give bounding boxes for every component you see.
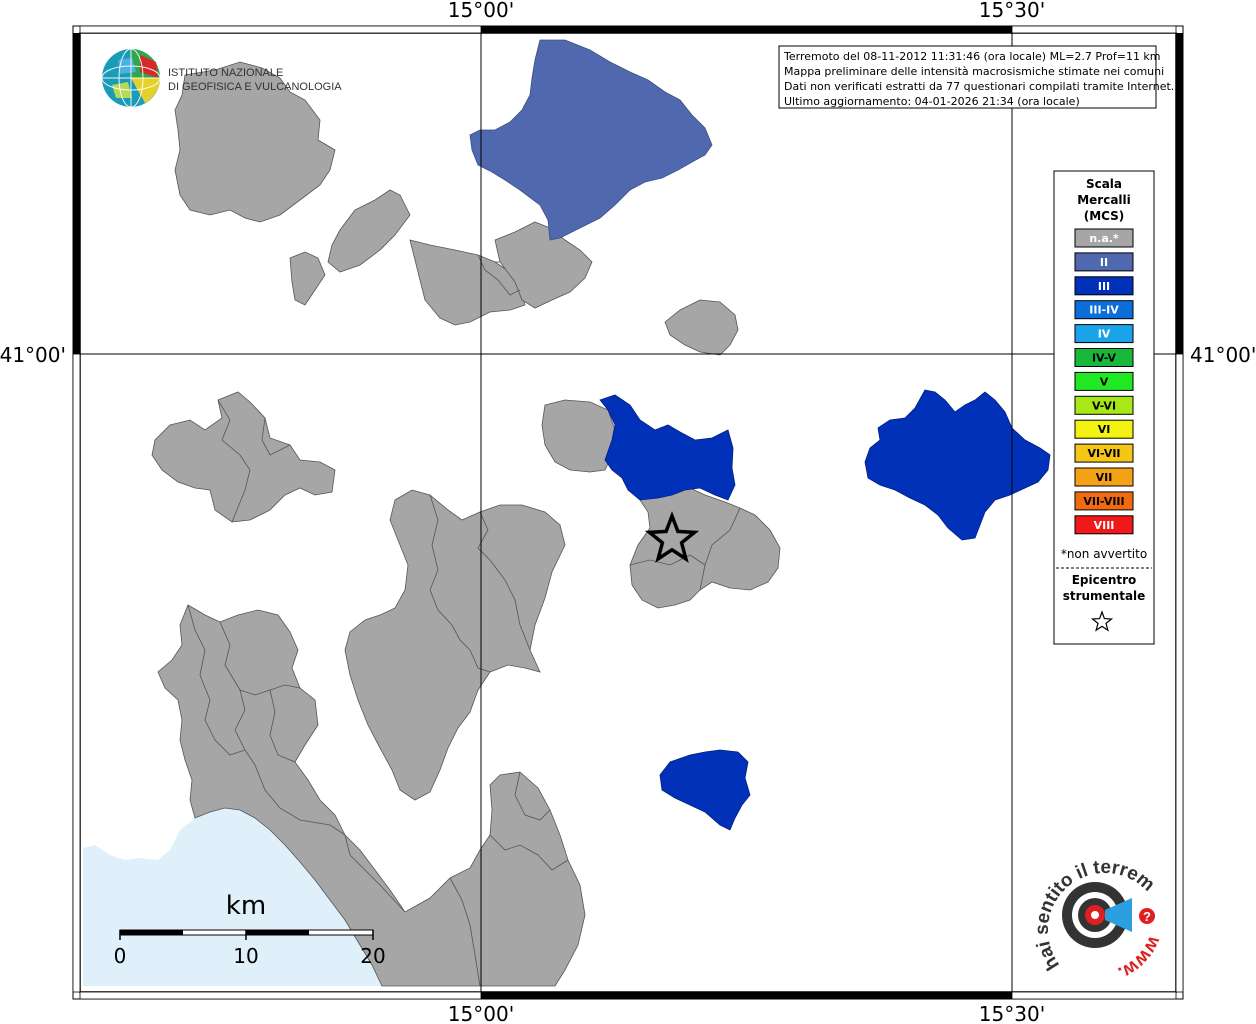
legend-items: n.a.*IIIIIIII-IVIVIV-VVV-VIVIVI-VIIVIIVI…	[1074, 228, 1134, 535]
municipality-intensity-iii	[599, 394, 736, 501]
legend-label: VI-VII	[1087, 447, 1120, 460]
municipality-borders	[187, 254, 741, 987]
legend-label: VI	[1098, 423, 1111, 436]
municipality-na	[174, 61, 336, 223]
legend-swatch	[1074, 348, 1134, 367]
legend-swatch	[1074, 443, 1134, 463]
municipality-na	[494, 221, 593, 309]
event-info-line4: Ultimo aggiornamento: 04-01-2026 21:34 (…	[784, 95, 1080, 108]
ingv-name-line2: DI GEOFISICA E VULCANOLOGIA	[168, 81, 342, 93]
event-info-line2: Mappa preliminare delle intensità macros…	[784, 65, 1164, 78]
legend-label: IV	[1098, 328, 1111, 341]
municipality-na	[327, 189, 411, 273]
legend-label: VII-VIII	[1083, 495, 1124, 508]
legend-label: III	[1098, 280, 1110, 293]
legend-label: VIII	[1094, 519, 1115, 532]
legend-label: IV-V	[1092, 352, 1117, 365]
scale-bar: km 0 10 20	[114, 891, 386, 968]
legend-swatch	[1074, 252, 1134, 272]
legend-title-line2: Mercalli	[1077, 193, 1131, 207]
graticule	[80, 33, 1176, 992]
municipality-na	[289, 251, 326, 306]
lon-label-bottom-left: 15°00'	[448, 1002, 514, 1024]
municipality-na	[344, 489, 566, 801]
legend-epicenter-line2: strumentale	[1063, 589, 1146, 603]
municipality-intensity-ii	[469, 39, 713, 241]
legend-swatch	[1074, 467, 1134, 487]
legend-swatch	[1074, 324, 1134, 344]
scale-tick-0: 0	[114, 944, 127, 968]
map-frame	[72, 25, 1184, 1000]
target-icon	[1062, 882, 1132, 948]
legend-label: III-IV	[1089, 304, 1119, 317]
legend-swatch	[1074, 300, 1134, 320]
sea-area	[83, 808, 382, 986]
municipality-na	[664, 299, 739, 356]
legend-swatch	[1074, 395, 1134, 415]
scale-tick-20: 20	[360, 944, 385, 968]
ingv-globe-icon	[101, 48, 161, 108]
lon-label-top-left: 15°00'	[448, 0, 514, 22]
municipality-na	[151, 391, 336, 523]
legend-title-line1: Scala	[1086, 177, 1122, 191]
lat-label-right: 41°00'	[1190, 343, 1256, 367]
event-info-line3: Dati non verificati estratti da 77 quest…	[784, 80, 1174, 93]
scale-unit: km	[226, 891, 266, 921]
legend-epicenter-line1: Epicentro	[1072, 573, 1137, 587]
municipality-na	[157, 604, 586, 987]
legend-title-line3: (MCS)	[1084, 209, 1125, 223]
municipality-na	[541, 399, 616, 473]
legend-swatch	[1074, 228, 1134, 248]
mcs-legend: Scala Mercalli (MCS) n.a.*IIIIIIII-IVIVI…	[1053, 170, 1155, 645]
haisentito-www: www.	[1115, 932, 1165, 984]
legend-swatch	[1074, 419, 1134, 439]
legend-star-icon	[1090, 610, 1114, 632]
legend-swatch	[1074, 276, 1134, 296]
municipality-na	[409, 239, 526, 326]
ingv-logo: ISTITUTO NAZIONALE DI GEOFISICA E VULCAN…	[101, 48, 342, 108]
legend-swatch	[1074, 371, 1134, 391]
epicenter-star	[644, 511, 700, 563]
legend-note: *non avvertito	[1061, 547, 1147, 561]
ingv-name-line1: ISTITUTO NAZIONALE	[168, 67, 283, 79]
event-info-box: Terremoto del 08-11-2012 11:31:46 (ora l…	[778, 45, 1174, 109]
scale-tick-10: 10	[233, 944, 258, 968]
municipalities-na	[151, 61, 781, 987]
legend-label: II	[1100, 256, 1108, 269]
municipalities-intensity-iii	[599, 389, 1051, 831]
legend-label: V	[1100, 375, 1109, 388]
legend-swatch	[1074, 515, 1134, 535]
lat-label-left: 41°00'	[0, 343, 66, 367]
municipality-na	[629, 484, 781, 609]
legend-swatch	[1074, 491, 1134, 511]
legend-label: n.a.*	[1089, 232, 1119, 245]
municipality-intensity-iii	[659, 749, 751, 831]
legend-label: V-VI	[1092, 399, 1116, 412]
question-icon: ?	[1143, 909, 1151, 924]
lon-label-top-right: 15°30'	[979, 0, 1045, 22]
legend-label: VII	[1096, 471, 1113, 484]
event-info-line1: Terremoto del 08-11-2012 11:31:46 (ora l…	[783, 50, 1161, 63]
municipality-intensity-iii	[864, 389, 1051, 541]
lon-label-bottom-right: 15°30'	[979, 1002, 1045, 1024]
